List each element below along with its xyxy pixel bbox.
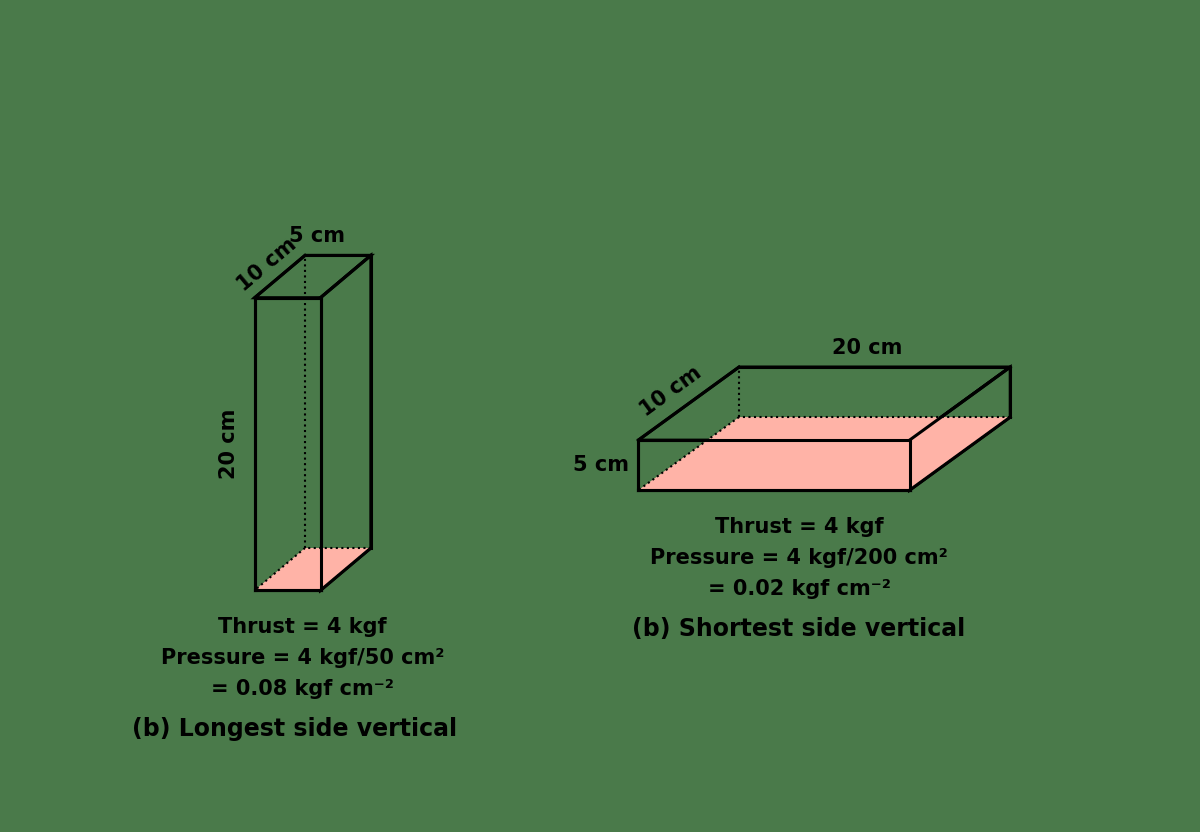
Text: 5 cm: 5 cm xyxy=(289,226,344,246)
Text: Pressure = 4 kgf/50 cm²: Pressure = 4 kgf/50 cm² xyxy=(161,648,444,668)
Text: Thrust = 4 kgf: Thrust = 4 kgf xyxy=(218,617,386,637)
Polygon shape xyxy=(305,255,371,548)
Polygon shape xyxy=(739,367,1010,417)
Polygon shape xyxy=(254,548,371,591)
Polygon shape xyxy=(254,255,371,298)
Polygon shape xyxy=(320,255,371,591)
Text: = 0.08 kgf cm⁻²: = 0.08 kgf cm⁻² xyxy=(211,679,394,699)
Text: 20 cm: 20 cm xyxy=(832,338,902,358)
Polygon shape xyxy=(638,367,1010,440)
Text: 5 cm: 5 cm xyxy=(572,455,629,475)
Polygon shape xyxy=(638,417,1010,490)
Text: (b) Longest side vertical: (b) Longest side vertical xyxy=(132,717,457,741)
Polygon shape xyxy=(638,440,910,490)
Text: 20 cm: 20 cm xyxy=(220,409,239,479)
Text: 10 cm: 10 cm xyxy=(234,235,300,295)
Polygon shape xyxy=(254,298,320,591)
Polygon shape xyxy=(910,367,1010,490)
Text: Thrust = 4 kgf: Thrust = 4 kgf xyxy=(715,518,883,537)
Text: Pressure = 4 kgf/200 cm²: Pressure = 4 kgf/200 cm² xyxy=(650,548,948,568)
Text: (b) Shortest side vertical: (b) Shortest side vertical xyxy=(632,617,966,641)
Text: 10 cm: 10 cm xyxy=(637,363,706,420)
Text: = 0.02 kgf cm⁻²: = 0.02 kgf cm⁻² xyxy=(708,579,890,599)
